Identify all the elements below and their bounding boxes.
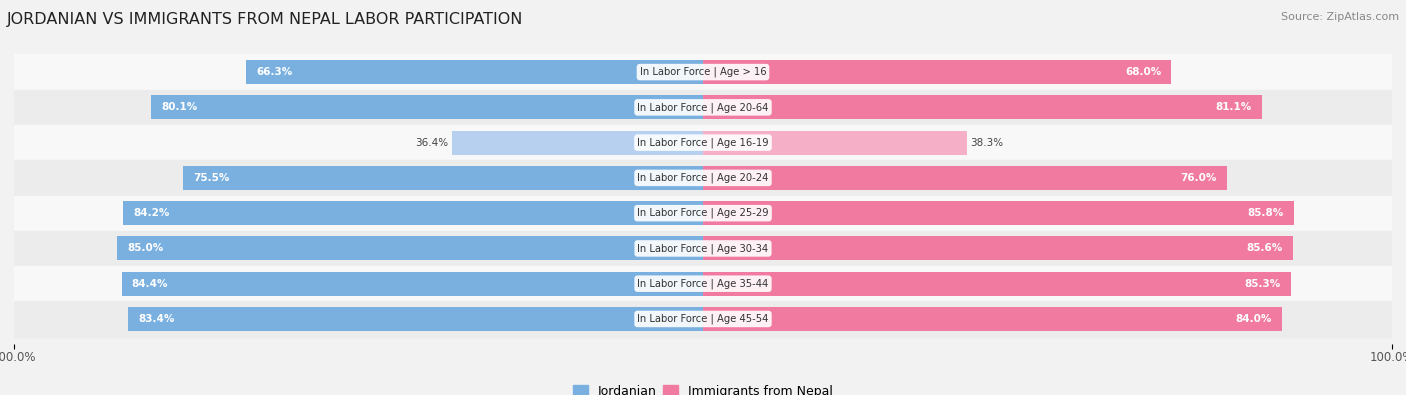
Text: 83.4%: 83.4% [139,314,176,324]
Bar [14,90,1392,125]
Text: 38.3%: 38.3% [970,137,1004,148]
Text: 85.0%: 85.0% [128,243,165,254]
Bar [703,95,1261,119]
Text: 68.0%: 68.0% [1125,67,1161,77]
Text: 76.0%: 76.0% [1180,173,1216,183]
Text: 84.0%: 84.0% [1234,314,1271,324]
Bar [152,95,703,119]
Bar [14,125,1392,160]
Bar [703,307,1282,331]
Text: JORDANIAN VS IMMIGRANTS FROM NEPAL LABOR PARTICIPATION: JORDANIAN VS IMMIGRANTS FROM NEPAL LABOR… [7,12,523,27]
Bar [183,166,703,190]
Text: 85.6%: 85.6% [1246,243,1282,254]
Bar [128,307,703,331]
Text: 84.4%: 84.4% [132,279,169,289]
Legend: Jordanian, Immigrants from Nepal: Jordanian, Immigrants from Nepal [568,380,838,395]
Text: In Labor Force | Age 16-19: In Labor Force | Age 16-19 [637,137,769,148]
Text: In Labor Force | Age 20-64: In Labor Force | Age 20-64 [637,102,769,113]
Text: 85.8%: 85.8% [1247,208,1284,218]
Text: 66.3%: 66.3% [256,67,292,77]
Bar [14,301,1392,337]
Text: Source: ZipAtlas.com: Source: ZipAtlas.com [1281,12,1399,22]
Text: 36.4%: 36.4% [416,137,449,148]
Text: In Labor Force | Age 20-24: In Labor Force | Age 20-24 [637,173,769,183]
Bar [703,237,1292,260]
Text: In Labor Force | Age 45-54: In Labor Force | Age 45-54 [637,314,769,324]
Bar [14,266,1392,301]
Text: In Labor Force | Age 25-29: In Labor Force | Age 25-29 [637,208,769,218]
Bar [703,166,1226,190]
Bar [246,60,703,84]
Text: 85.3%: 85.3% [1244,279,1281,289]
Bar [703,60,1171,84]
Bar [117,237,703,260]
Bar [14,55,1392,90]
Bar [14,196,1392,231]
Text: In Labor Force | Age 30-34: In Labor Force | Age 30-34 [637,243,769,254]
Bar [703,272,1291,296]
Text: 84.2%: 84.2% [134,208,170,218]
Text: In Labor Force | Age 35-44: In Labor Force | Age 35-44 [637,278,769,289]
Text: In Labor Force | Age > 16: In Labor Force | Age > 16 [640,67,766,77]
Text: 80.1%: 80.1% [162,102,198,112]
Text: 75.5%: 75.5% [193,173,229,183]
Bar [122,201,703,225]
Text: 81.1%: 81.1% [1215,102,1251,112]
Bar [121,272,703,296]
Bar [453,131,703,154]
Bar [703,131,967,154]
Bar [703,201,1294,225]
Bar [14,160,1392,196]
Bar [14,231,1392,266]
